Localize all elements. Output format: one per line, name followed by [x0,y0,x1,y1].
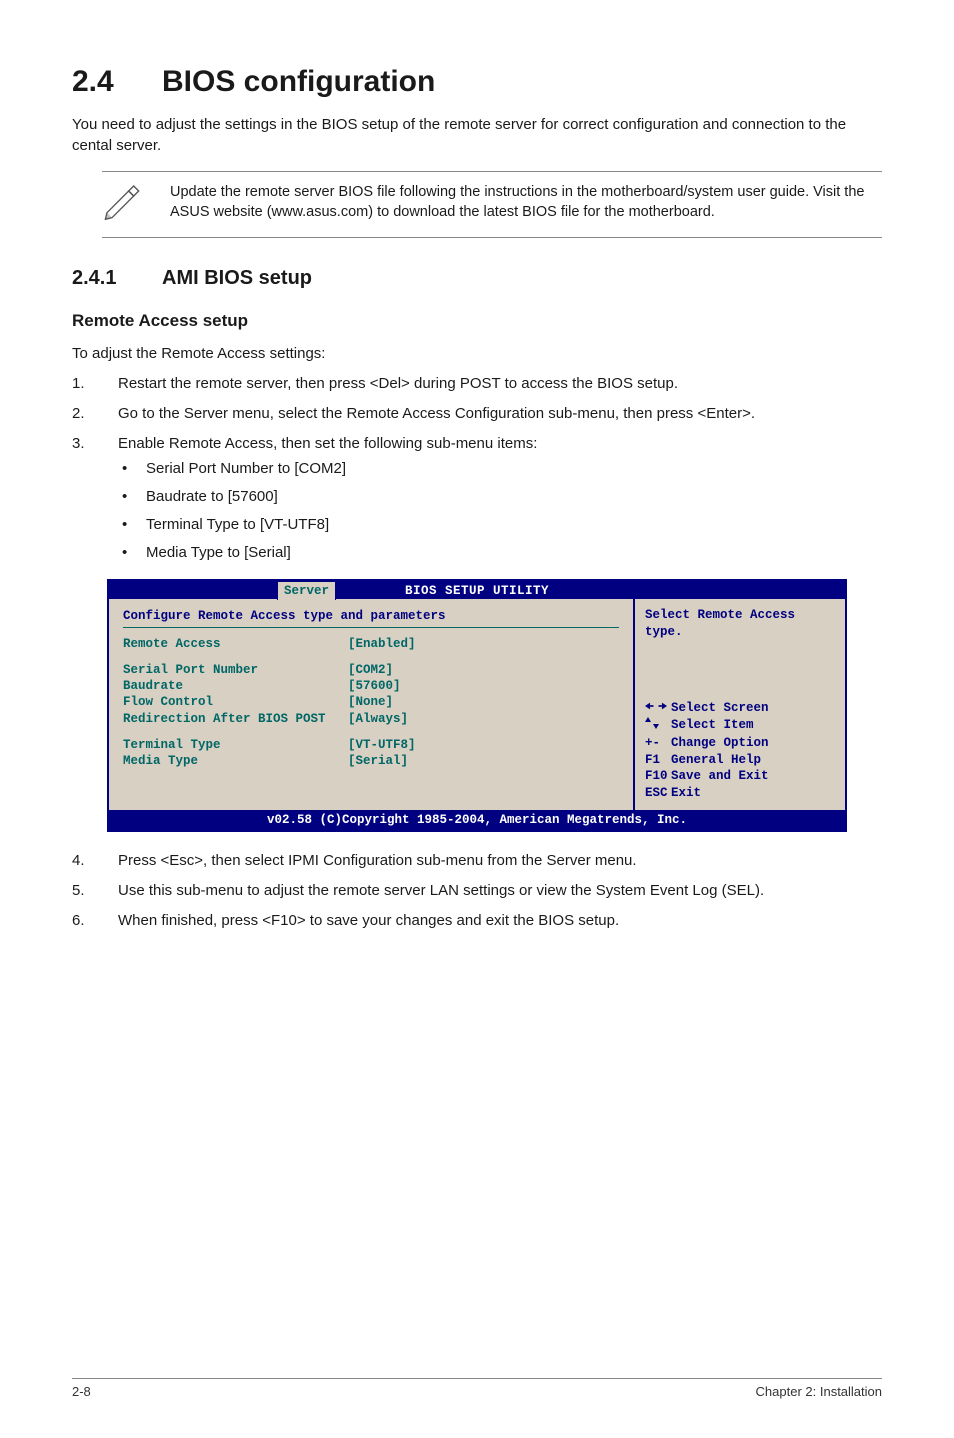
page-title: 2.4BIOS configuration [72,60,882,104]
pencil-icon [102,182,142,227]
step-body: Enable Remote Access, then set the follo… [118,433,882,570]
step-number: 5. [72,880,118,902]
step-number: 2. [72,403,118,425]
bios-tab: Server [277,581,336,600]
key-description: Change Option [671,735,769,752]
bullet-icon: • [118,486,146,508]
lead-paragraph: To adjust the Remote Access settings: [72,343,882,365]
key-description: Select Screen [671,700,769,717]
footer-chapter: Chapter 2: Installation [756,1383,882,1402]
list-item: •Serial Port Number to [COM2] [118,458,882,480]
bullet-text: Serial Port Number to [COM2] [146,458,346,480]
list-item: •Terminal Type to [VT-UTF8] [118,514,882,536]
list-item: 1.Restart the remote server, then press … [72,373,882,395]
step-number: 1. [72,373,118,395]
bios-screenshot: BIOS SETUP UTILITY Server Configure Remo… [107,579,847,832]
bios-setting-row: Baudrate [57600] [123,678,619,694]
ordered-steps-top: 1.Restart the remote server, then press … [72,373,882,569]
subheading-text: AMI BIOS setup [162,267,312,289]
bullet-icon: • [118,514,146,536]
bullet-text: Terminal Type to [VT-UTF8] [146,514,329,536]
bullet-text: Media Type to [Serial] [146,542,291,564]
subheading-number: 2.4.1 [72,264,162,293]
step-text: Enable Remote Access, then set the follo… [118,433,882,455]
heading-text: BIOS configuration [162,65,435,98]
step-text: When finished, press <F10> to save your … [118,910,882,932]
note-text: Update the remote server BIOS file follo… [170,182,882,223]
bios-setting-row: Remote Access [Enabled] [123,636,619,652]
key-description: Select Item [671,717,754,734]
list-item: 5.Use this sub-menu to adjust the remote… [72,880,882,902]
list-item: 6.When finished, press <F10> to save you… [72,910,882,932]
step-number: 4. [72,850,118,872]
step-text: Restart the remote server, then press <D… [118,373,882,395]
step-text: Go to the Server menu, select the Remote… [118,403,882,425]
step-body: Go to the Server menu, select the Remote… [118,403,882,425]
bios-setting-row: Flow Control [None] [123,694,619,710]
arrows-up-down-icon [645,717,671,735]
bios-left-panel: Configure Remote Access type and paramet… [109,599,635,810]
bios-help-key-row: F1 General Help [645,752,835,769]
page-footer: 2-8 Chapter 2: Installation [72,1378,882,1402]
key-label: F10 [645,768,671,785]
ordered-steps-bottom: 4.Press <Esc>, then select IPMI Configur… [72,850,882,931]
section-title: Remote Access setup [72,309,882,334]
key-label: +- [645,735,671,752]
bios-title: BIOS SETUP UTILITY [405,582,549,600]
bios-setting-row: Terminal Type [VT-UTF8] [123,737,619,753]
bullet-list: •Serial Port Number to [COM2]•Baudrate t… [118,458,882,563]
bios-setting-row: Media Type [Serial] [123,753,619,769]
subsection-heading: 2.4.1AMI BIOS setup [72,264,882,293]
arrows-left-right-icon [645,700,671,717]
key-label: ESC [645,785,671,802]
list-item: 4.Press <Esc>, then select IPMI Configur… [72,850,882,872]
intro-paragraph: You need to adjust the settings in the B… [72,114,882,158]
list-item: •Media Type to [Serial] [118,542,882,564]
bios-help-keys: Select Screen Select Item+- Change Optio… [645,700,835,802]
key-description: Exit [671,785,701,802]
step-text: Use this sub-menu to adjust the remote s… [118,880,882,902]
key-description: Save and Exit [671,768,769,785]
bullet-text: Baudrate to [57600] [146,486,278,508]
bios-body: Configure Remote Access type and paramet… [109,599,845,810]
list-item: 2.Go to the Server menu, select the Remo… [72,403,882,425]
bullet-icon: • [118,458,146,480]
step-number: 3. [72,433,118,570]
bullet-icon: • [118,542,146,564]
note-callout: Update the remote server BIOS file follo… [102,171,882,238]
bios-setting-row: Serial Port Number [COM2] [123,662,619,678]
bios-help-panel: Select Remote Access type. Select Screen… [635,599,845,810]
key-description: General Help [671,752,761,769]
bios-help-text: Select Remote Access type. [645,607,835,640]
bios-titlebar: BIOS SETUP UTILITY Server [109,581,845,599]
step-text: Press <Esc>, then select IPMI Configurat… [118,850,882,872]
list-item: •Baudrate to [57600] [118,486,882,508]
bios-config-header: Configure Remote Access type and paramet… [123,607,619,627]
bios-setting-row: Redirection After BIOS POST [Always] [123,711,619,727]
step-number: 6. [72,910,118,932]
bios-help-key-row: Select Item [645,717,835,735]
step-body: Restart the remote server, then press <D… [118,373,882,395]
footer-page-number: 2-8 [72,1383,91,1402]
key-label: F1 [645,752,671,769]
bios-help-key-row: F10 Save and Exit [645,768,835,785]
bios-help-key-row: ESC Exit [645,785,835,802]
bios-help-key-row: +- Change Option [645,735,835,752]
bios-help-key-row: Select Screen [645,700,835,717]
heading-number: 2.4 [72,60,162,104]
list-item: 3.Enable Remote Access, then set the fol… [72,433,882,570]
bios-footer: v02.58 (C)Copyright 1985-2004, American … [109,810,845,830]
